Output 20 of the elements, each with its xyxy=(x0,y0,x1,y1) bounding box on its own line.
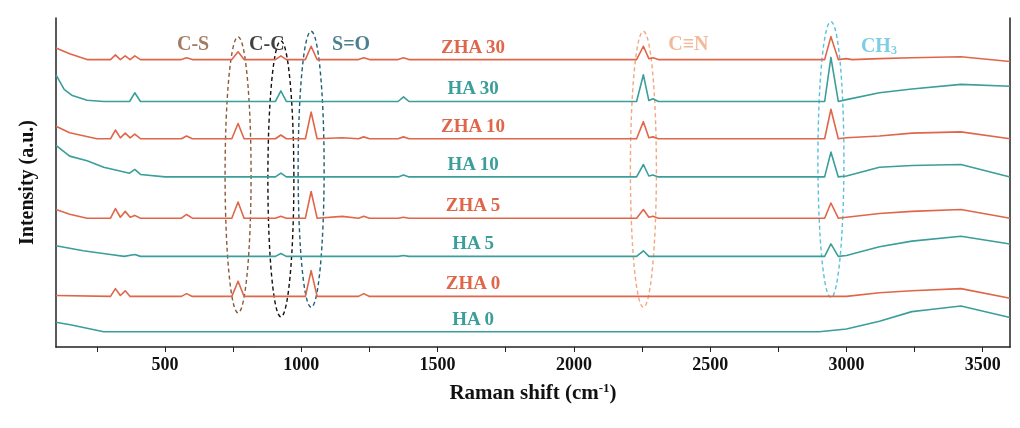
series-label: HA 0 xyxy=(452,307,494,329)
x-tick-label: 2500 xyxy=(692,354,729,374)
annotation: S=O xyxy=(332,32,371,55)
x-tick-label: 3500 xyxy=(964,354,1001,374)
x-tick-label: 3000 xyxy=(828,354,865,374)
x-tick-label: 500 xyxy=(151,354,179,374)
series-label: ZHA 10 xyxy=(441,114,505,136)
y-axis-title: Intensity (a.u.) xyxy=(15,119,38,246)
series-label: ZHA 5 xyxy=(445,194,501,216)
annotation: C≡N xyxy=(668,32,710,55)
annotation: C-S xyxy=(176,31,210,54)
x-tick-label: 2000 xyxy=(555,354,592,374)
x-tick-label: 1000 xyxy=(283,354,320,374)
series-label: HA 5 xyxy=(452,232,494,254)
series-label: ZHA 30 xyxy=(441,35,505,57)
series-label: ZHA 0 xyxy=(445,272,501,294)
annotation: C-C xyxy=(249,31,285,54)
series-label: HA 30 xyxy=(447,77,499,99)
series-label: HA 10 xyxy=(447,152,499,174)
x-tick-label: 1500 xyxy=(419,354,456,374)
